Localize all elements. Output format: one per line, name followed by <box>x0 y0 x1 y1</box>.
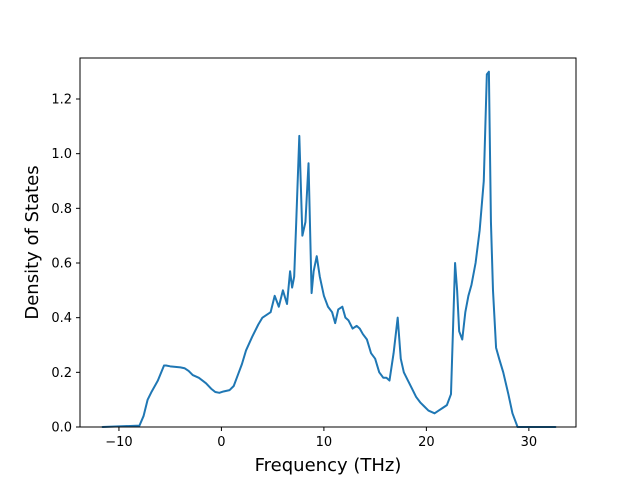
x-tick-label: 0 <box>217 435 225 450</box>
dos-series-line <box>101 70 557 428</box>
y-tick-label: 0.4 <box>51 311 72 326</box>
series-layer <box>101 70 557 428</box>
y-axis-label: Density of States <box>22 165 43 319</box>
y-tick-label: 0.6 <box>51 257 72 272</box>
x-tick-label: −10 <box>105 435 132 450</box>
x-tick-label: 20 <box>418 435 435 450</box>
x-tick-label: 10 <box>316 435 333 450</box>
y-tick-label: 0.8 <box>51 202 72 217</box>
y-tick-label: 0.0 <box>51 421 72 436</box>
y-tick-label: 1.0 <box>51 147 72 162</box>
plot-area-frame <box>79 57 577 428</box>
ticks-layer: −10 0 10 20 30 0.0 0.2 0.4 0.6 0.8 1.0 1.2 <box>51 93 537 451</box>
x-axis-label: Frequency (THz) <box>255 455 402 476</box>
y-tick-label: 1.2 <box>51 93 72 108</box>
x-tick-label: 30 <box>521 435 538 450</box>
y-tick-label: 0.2 <box>51 366 72 381</box>
